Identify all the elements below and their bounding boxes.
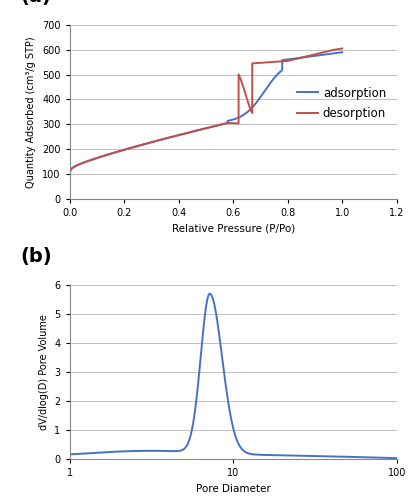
adsorption [246,108,251,114]
Y-axis label: Quantity Adsorbed (cm³/g STP): Quantity Adsorbed (cm³/g STP) [27,36,36,188]
X-axis label: Relative Pressure (P/Po): Relative Pressure (P/Po) [171,223,295,233]
desorption [67,169,72,175]
desorption [238,76,243,82]
desorption [225,120,230,126]
Y-axis label: dV/dlog(D) Pore Volume: dV/dlog(D) Pore Volume [39,314,49,430]
X-axis label: Pore Diameter: Pore Diameter [196,484,270,494]
adsorption [176,132,181,138]
adsorption [244,110,249,116]
Text: (a): (a) [20,0,51,6]
Text: (b): (b) [20,247,52,266]
adsorption [67,169,72,175]
adsorption [340,49,345,55]
desorption [182,131,187,137]
adsorption [130,145,135,151]
desorption [340,45,345,51]
desorption [239,79,244,85]
Line: desorption: desorption [70,48,342,172]
Legend: adsorption, desorption: adsorption, desorption [292,82,391,124]
desorption [311,52,316,58]
desorption [270,59,275,65]
adsorption [199,126,204,132]
Line: adsorption: adsorption [70,52,342,172]
adsorption [270,77,275,83]
